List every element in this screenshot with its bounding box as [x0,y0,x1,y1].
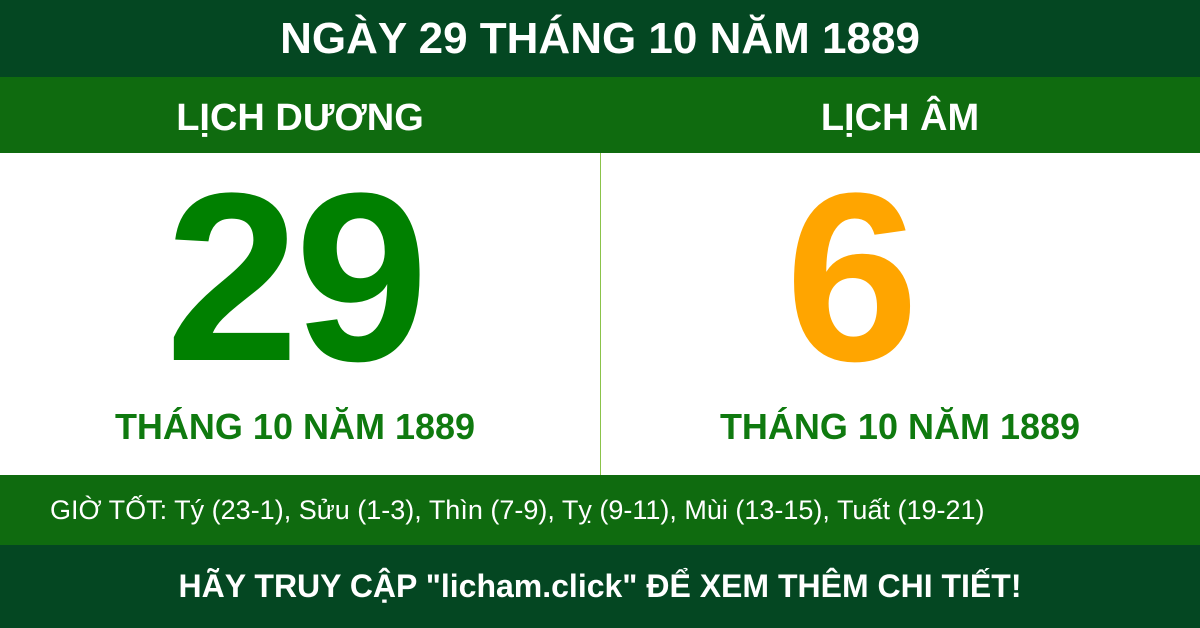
page-title: NGÀY 29 THÁNG 10 NĂM 1889 [0,0,1200,77]
lunar-month-year: THÁNG 10 NĂM 1889 [719,406,1081,447]
solar-column: 29 THÁNG 10 NĂM 1889 [0,153,595,475]
solar-month-year: THÁNG 10 NĂM 1889 [114,406,476,447]
solar-day: 29 [165,143,429,411]
lunar-day: 6 [785,143,918,411]
lunar-heading: LỊCH ÂM [820,97,980,139]
lunar-column: 6 THÁNG 10 NĂM 1889 [600,153,1200,475]
footer-cta: HÃY TRUY CẬP "licham.click" ĐỂ XEM THÊM … [0,545,1200,628]
good-hours: GIỜ TỐT: Tý (23-1), Sửu (1-3), Thìn (7-9… [0,475,1200,545]
column-headers: LỊCH DƯƠNG LỊCH ÂM [0,77,1200,153]
date-panel: 29 THÁNG 10 NĂM 1889 6 THÁNG 10 NĂM 1889 [0,153,1200,475]
divider [600,153,601,475]
solar-heading: LỊCH DƯƠNG [176,97,424,139]
